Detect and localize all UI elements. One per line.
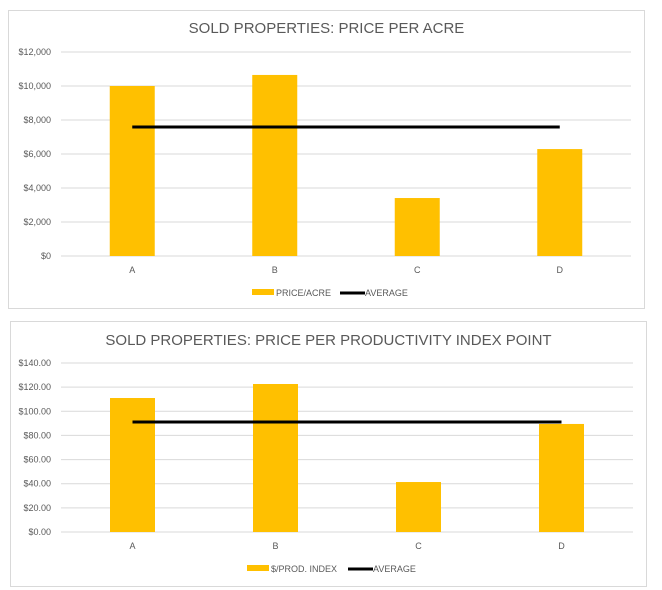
- y-tick-label: $120.00: [18, 382, 51, 392]
- y-tick-label: $8,000: [23, 115, 51, 125]
- x-tick-label: A: [129, 541, 135, 551]
- y-tick-label: $4,000: [23, 183, 51, 193]
- y-tick-label: $2,000: [23, 217, 51, 227]
- x-tick-label: D: [558, 541, 565, 551]
- legend-label-line: AVERAGE: [373, 564, 416, 574]
- x-tick-label: A: [129, 265, 135, 275]
- legend-label-line: AVERAGE: [365, 288, 408, 298]
- bar-B: [253, 384, 298, 532]
- bar-C: [396, 482, 441, 532]
- chart-price-per-productivity-index: SOLD PROPERTIES: PRICE PER PRODUCTIVITY …: [10, 321, 647, 587]
- chart-title: SOLD PROPERTIES: PRICE PER ACRE: [189, 20, 465, 37]
- chart-svg: SOLD PROPERTIES: PRICE PER ACRE $0 $2,000 $…: [18, 20, 631, 298]
- bar-B: [252, 74, 298, 256]
- y-tick-label: $40.00: [23, 479, 51, 489]
- x-tick-label: B: [272, 265, 278, 275]
- chart-svg: SOLD PROPERTIES: PRICE PER PRODUCTIVITY …: [18, 332, 633, 574]
- y-tick-label: $10,000: [18, 81, 51, 91]
- bar-C: [394, 198, 440, 256]
- y-tick-label: $6,000: [23, 149, 51, 159]
- y-tick-label: $140.00: [18, 358, 51, 368]
- y-tick-label: $20.00: [23, 503, 51, 513]
- y-tick-label: $0.00: [28, 527, 51, 537]
- y-tick-label: $60.00: [23, 455, 51, 465]
- legend-label-bar: PRICE/ACRE: [276, 288, 331, 298]
- x-tick-label: C: [415, 541, 422, 551]
- bar-A: [110, 398, 155, 532]
- bar-A: [109, 86, 155, 256]
- y-tick-label: $0: [41, 251, 51, 261]
- bar-D: [537, 149, 583, 256]
- chart-title: SOLD PROPERTIES: PRICE PER PRODUCTIVITY …: [105, 332, 551, 349]
- legend-swatch-bar: [247, 565, 269, 571]
- y-tick-label: $80.00: [23, 430, 51, 440]
- legend-label-bar: $/PROD. INDEX: [271, 564, 337, 574]
- x-tick-label: B: [272, 541, 278, 551]
- chart-price-per-acre: SOLD PROPERTIES: PRICE PER ACRE $0 $2,000 $…: [8, 10, 645, 309]
- bar-D: [539, 423, 584, 532]
- x-tick-label: D: [557, 265, 564, 275]
- x-tick-label: C: [414, 265, 421, 275]
- y-tick-label: $12,000: [18, 47, 51, 57]
- legend-swatch-bar: [252, 289, 274, 295]
- y-tick-label: $100.00: [18, 406, 51, 416]
